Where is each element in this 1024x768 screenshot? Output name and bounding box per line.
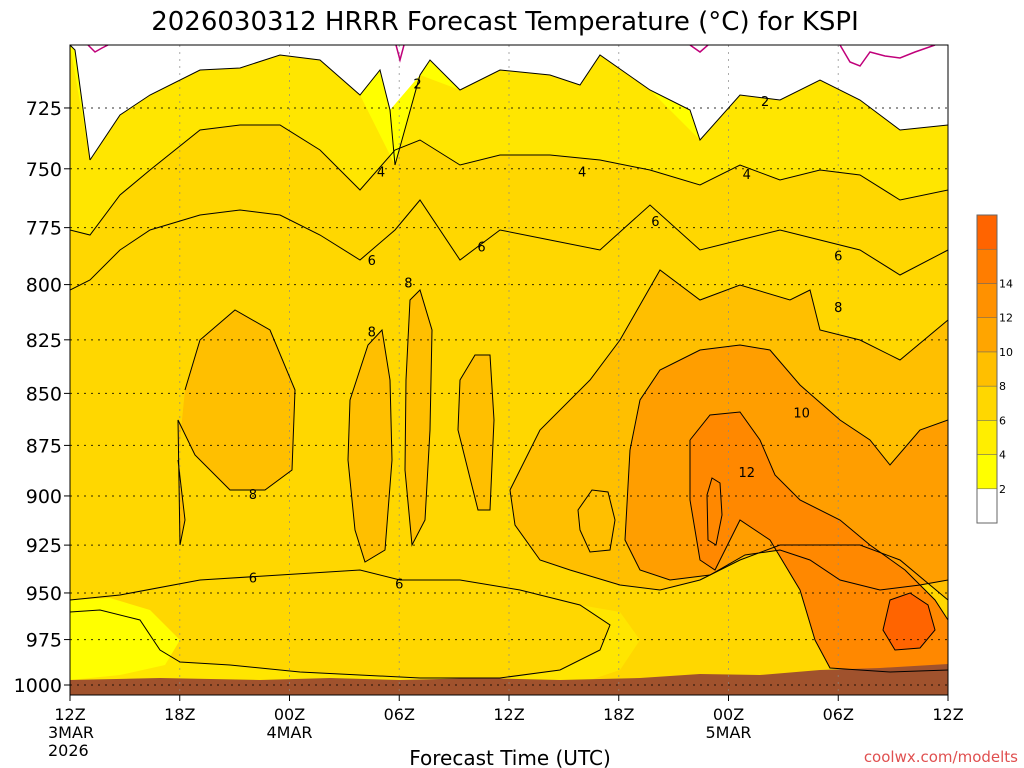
colorbar-swatch — [976, 488, 998, 524]
y-tick-label: 725 — [26, 98, 62, 120]
y-tick-label: 950 — [26, 583, 62, 605]
contour-label: 8 — [834, 301, 842, 316]
y-tick-label: 825 — [26, 330, 62, 352]
colorbar-label: 2 — [999, 483, 1006, 496]
colorbar-label: 8 — [999, 380, 1006, 393]
contour-label: 4 — [743, 168, 751, 183]
freezing-contour — [87, 45, 936, 67]
contour-label: 8 — [249, 488, 257, 503]
x-tick-label: 06Z — [384, 705, 415, 724]
x-tick-label: 18Z — [603, 705, 634, 724]
cell-12-small — [707, 478, 722, 545]
cell-8-10-e — [578, 490, 615, 552]
contour-label: 4 — [377, 166, 385, 181]
y-tick-label: 775 — [26, 218, 62, 240]
band-6-8-lower — [70, 570, 610, 678]
x-tick-label: 00Z — [713, 705, 744, 724]
contour-label: 6 — [395, 577, 403, 592]
x-tick-label: 00Z — [274, 705, 305, 724]
cell-8-10-b — [348, 330, 392, 562]
surface-ground — [70, 664, 948, 695]
contour-label: 12 — [739, 466, 756, 481]
chart-title: 2026030312 HRRR Forecast Temperature (°C… — [151, 7, 859, 37]
x-axis-label: Forecast Time (UTC) — [409, 746, 611, 768]
y-tick-label: 800 — [26, 275, 62, 297]
colorbar-swatch — [976, 317, 998, 353]
band-14-plus — [883, 593, 935, 650]
contour-label: 6 — [651, 215, 659, 230]
colorbar: 2 4 6 8 10 12 14 — [976, 214, 1013, 524]
x-tick-label: 06Z — [823, 705, 854, 724]
colorbar-label: 4 — [999, 449, 1006, 462]
colorbar-label: 10 — [999, 346, 1013, 359]
contour-label: 6 — [249, 572, 257, 587]
x-tick-label: 12Z — [493, 705, 524, 724]
y-tick-label: 925 — [26, 535, 62, 557]
x-date-label: 5MAR — [705, 723, 751, 742]
contour-lines — [70, 45, 948, 679]
contour-label: 6 — [834, 249, 842, 264]
contour-label: 2 — [761, 95, 769, 110]
y-axis: 725 750 775 800 825 850 875 900 925 950 975 1000 — [14, 98, 70, 697]
contour-label: 10 — [793, 406, 810, 421]
band-2-4-lower — [70, 598, 180, 680]
colorbar-swatch — [976, 420, 998, 455]
y-tick-label: 850 — [26, 383, 62, 405]
colorbar-frame — [976, 214, 998, 524]
contour-label: 8 — [368, 325, 376, 340]
y-tick-label: 975 — [26, 630, 62, 652]
y-tick-label: 875 — [26, 435, 62, 457]
colorbar-swatch — [976, 454, 998, 490]
colorbar-swatch — [976, 283, 998, 318]
contour-label: 6 — [477, 240, 485, 255]
x-tick-label: 12Z — [932, 705, 963, 724]
band-4-6-lower — [70, 605, 640, 690]
cell-8-10-c — [405, 290, 432, 545]
colorbar-label: 14 — [999, 277, 1013, 290]
plot-area: 2 2 4 4 4 6 6 6 6 8 8 8 10 12 8 6 6 — [70, 45, 948, 695]
colorbar-label: 6 — [999, 414, 1006, 427]
y-tick-label: 900 — [26, 486, 62, 508]
contour-label: 8 — [404, 277, 412, 292]
x-date-label: 3MAR — [48, 723, 94, 742]
x-tick-label: 12Z — [54, 705, 85, 724]
contour-label: 2 — [413, 78, 421, 93]
contour-label: 4 — [578, 166, 586, 181]
colorbar-swatch — [976, 214, 998, 250]
band-12-14 — [690, 412, 948, 672]
colorbar-label: 12 — [999, 312, 1013, 325]
contour-labels: 2 2 4 4 4 6 6 6 6 8 8 8 10 12 8 6 6 — [249, 78, 843, 593]
cell-8-10-a — [178, 310, 295, 545]
y-tick-label: 750 — [26, 159, 62, 181]
y-tick-label: 1000 — [14, 675, 62, 697]
colorbar-swatch — [976, 248, 998, 284]
contour-label: 6 — [368, 254, 376, 269]
x-tick-label: 18Z — [164, 705, 195, 724]
x-year-label: 2026 — [48, 741, 89, 760]
x-date-label: 4MAR — [266, 723, 312, 742]
colorbar-swatch — [976, 351, 998, 387]
colorbar-swatch — [976, 385, 998, 421]
credit-text: coolwx.com/modelts — [864, 748, 1018, 766]
